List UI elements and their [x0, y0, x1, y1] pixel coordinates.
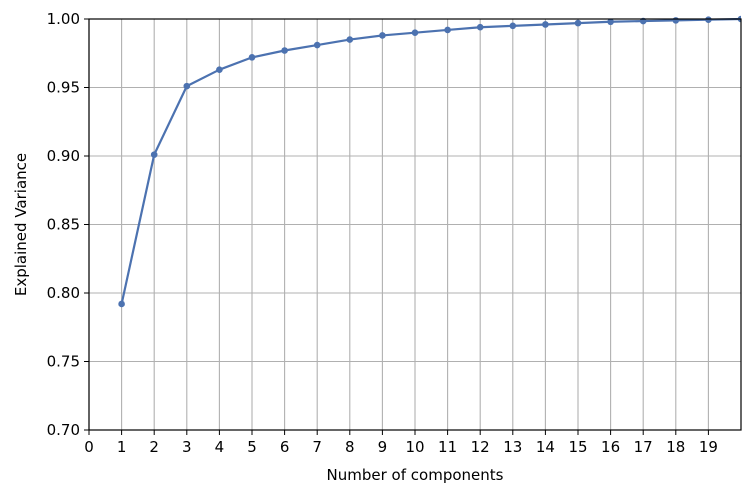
series-group: [118, 15, 741, 308]
x-tick-label: 19: [699, 438, 718, 456]
data-point: [411, 29, 419, 36]
data-point: [346, 36, 354, 43]
x-axis-label: Number of components: [327, 466, 504, 484]
data-point: [672, 17, 680, 24]
x-tick-label: 15: [568, 438, 587, 456]
y-tick-label: 0.70: [47, 421, 80, 439]
data-point: [281, 47, 288, 54]
data-point: [607, 18, 614, 26]
data-point: [183, 82, 191, 90]
data-point: [216, 66, 223, 73]
x-tick-label: 12: [471, 438, 490, 456]
x-tick-label: 11: [438, 438, 457, 456]
data-point: [118, 300, 125, 308]
x-tick-label: 17: [634, 438, 653, 456]
x-tick-label: 18: [666, 438, 685, 456]
y-axis-label: Explained Variance: [12, 153, 30, 296]
x-tick-label: 8: [345, 438, 355, 456]
grid: [88, 18, 741, 431]
series-line: [120, 17, 741, 305]
x-tick-label: 13: [503, 438, 522, 456]
x-tick-label: 9: [378, 438, 388, 456]
x-tick-label: 14: [536, 438, 555, 456]
data-point: [542, 21, 549, 28]
data-point: [705, 16, 712, 23]
y-tick-label: 0.75: [47, 353, 80, 371]
y-tick-label: 0.95: [47, 79, 80, 97]
data-point: [150, 151, 158, 158]
data-point: [476, 23, 484, 31]
x-tick-label: 5: [247, 438, 257, 456]
x-tick-label: 7: [312, 438, 322, 456]
axis-ticks: 0 1 2 3 4 5 6 7 8 9 10 11 12 13 14 15 16 17 18 190.700.750.…: [47, 10, 718, 456]
series-layer: [118, 15, 741, 308]
data-point: [509, 22, 517, 30]
x-tick-label: 0: [84, 438, 94, 456]
x-tick-label: 16: [601, 438, 620, 456]
x-tick-label: 2: [149, 438, 159, 456]
y-tick-label: 0.90: [47, 147, 80, 165]
x-tick-label: 4: [215, 438, 225, 456]
data-point: [313, 41, 321, 49]
y-tick-label: 1.00: [47, 10, 80, 28]
y-tick-label: 0.80: [47, 284, 80, 302]
x-tick-label: 3: [182, 438, 192, 456]
data-point: [248, 54, 256, 61]
y-tick-label: 0.85: [47, 216, 80, 234]
data-point: [574, 19, 582, 27]
data-point: [444, 26, 451, 34]
x-tick-label: 10: [405, 438, 424, 456]
data-point: [379, 32, 386, 39]
x-tick-label: 6: [280, 438, 290, 456]
x-tick-label: 1: [117, 438, 127, 456]
